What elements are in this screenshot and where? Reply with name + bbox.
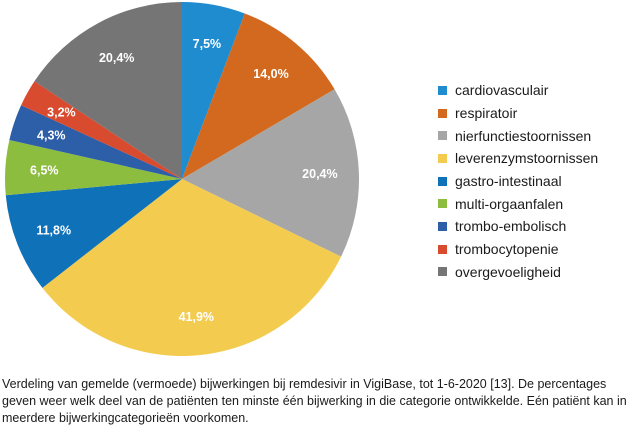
legend-label: multi-orgaanfalen (455, 195, 564, 212)
legend-item-cardiovasculair: cardiovasculair (438, 79, 598, 102)
figure-caption: Verdeling van gemelde (vermoede) bijwerk… (2, 377, 627, 425)
legend-swatch (438, 199, 447, 209)
data-label-trombo-embolisch: 4,3% (37, 128, 66, 142)
data-label-nierfunctiestoornissen: 20,4% (302, 167, 337, 181)
legend-label: leverenzymstoornissen (455, 150, 599, 167)
legend-item-multi-orgaanfalen: multi-orgaanfalen (438, 192, 598, 215)
pie-slice-trombocytopenie (21, 81, 183, 179)
data-label-multi-orgaanfalen: 6,5% (30, 164, 59, 178)
legend-item-overgevoeligheid: overgevoeligheid (438, 261, 598, 284)
pie-slice-gastro-intestinaal (5, 179, 182, 288)
pie-slice-trombo-embolisch (9, 105, 182, 179)
legend-swatch (438, 176, 447, 186)
legend-label: respiratoir (455, 105, 518, 122)
legend-label: trombo-embolisch (455, 218, 567, 235)
pie-chart: 7,5% 14,0% 20,4% 41,9% 11,8% 6,5% 4,3% 3,2% 20,4… (5, 1, 359, 356)
legend-label: cardiovasculair (455, 82, 549, 99)
pie-slices (5, 1, 359, 356)
legend-label: overgevoeligheid (455, 263, 561, 280)
legend-swatch (438, 85, 447, 95)
legend-swatch (438, 267, 447, 277)
pie-slice-cardiovasculair (182, 1, 245, 179)
chart-legend: cardiovasculair respiratoir nierfunctiesto… (438, 79, 598, 283)
legend-swatch (438, 221, 447, 231)
legend-item-leverenzymstoornissen: leverenzymstoornissen (438, 147, 598, 170)
legend-label: trombocytopenie (455, 241, 559, 258)
legend-swatch (438, 153, 447, 163)
pie-data-labels: 7,5% 14,0% 20,4% 41,9% 11,8% 6,5% 4,3% 3,2% 20,4… (30, 37, 338, 324)
legend-item-gastro-intestinaal: gastro-intestinaal (438, 170, 598, 193)
legend-swatch (438, 244, 447, 254)
pie-slice-multi-orgaanfalen (5, 139, 182, 196)
legend-label: nierfunctiestoornissen (455, 127, 592, 144)
legend-item-trombo-embolisch: trombo-embolisch (438, 215, 598, 238)
data-label-overgevoeligheid: 20,4% (99, 51, 134, 65)
pie-slice-respiratoir (182, 13, 335, 179)
data-label-cardiovasculair: 7,5% (193, 37, 222, 51)
data-label-trombocytopenie: 3,2% (47, 105, 76, 119)
legend-item-respiratoir: respiratoir (438, 102, 598, 125)
pie-slice-overgevoeligheid (34, 2, 182, 179)
data-label-gastro-intestinaal: 11,8% (36, 223, 71, 237)
pie-slice-nierfunctiestoornissen (182, 89, 359, 257)
data-label-respiratoir: 14,0% (253, 67, 288, 81)
legend-item-nierfunctiestoornissen: nierfunctiestoornissen (438, 124, 598, 147)
legend-item-trombocytopenie: trombocytopenie (438, 238, 598, 261)
data-label-leverenzymstoornissen: 41,9% (179, 310, 214, 324)
legend-swatch (438, 108, 447, 118)
pie-slice-leverenzymstoornissen (42, 179, 342, 356)
legend-swatch (438, 131, 447, 141)
legend-label: gastro-intestinaal (455, 173, 562, 190)
